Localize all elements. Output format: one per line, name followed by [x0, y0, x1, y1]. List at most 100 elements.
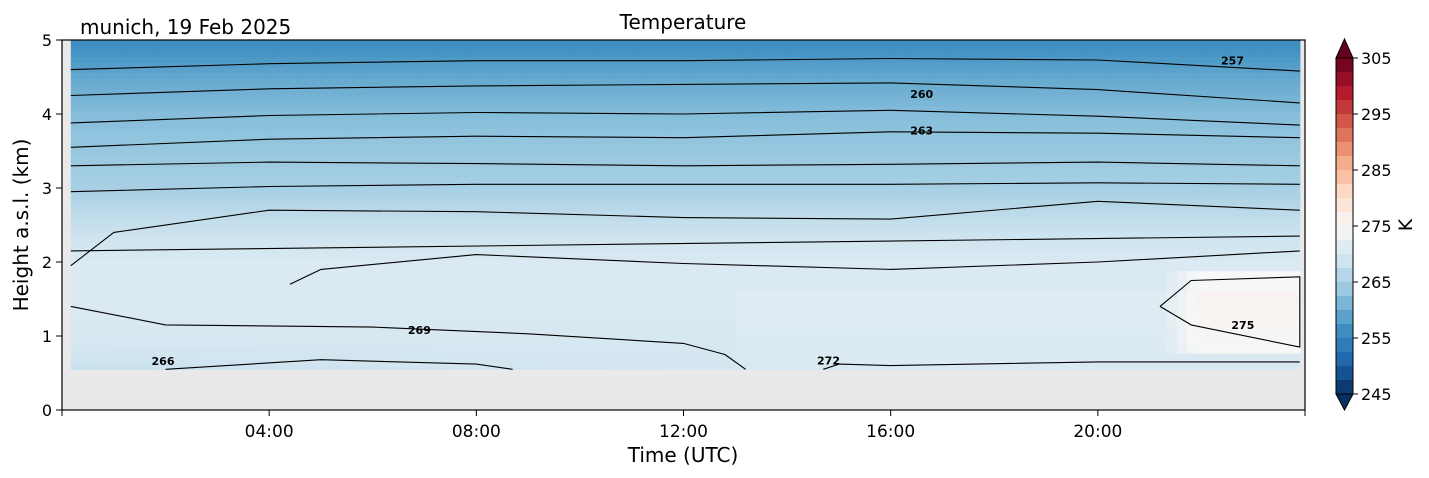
- field-cell: [316, 358, 328, 365]
- field-cell: [419, 303, 430, 310]
- field-cell: [531, 149, 543, 156]
- field-cell: [173, 72, 185, 80]
- field-cell: [910, 50, 922, 58]
- field-cell: [767, 166, 779, 173]
- field-cell: [552, 314, 564, 321]
- field-cell: [685, 210, 697, 217]
- field-cell: [316, 78, 328, 85]
- field-cell: [255, 232, 266, 239]
- field-cell: [511, 259, 523, 266]
- field-cell: [152, 336, 164, 343]
- field-cell: [378, 56, 389, 63]
- field-cell: [726, 330, 738, 337]
- field-cell: [675, 281, 686, 288]
- field-cell: [306, 193, 318, 200]
- field-cell: [183, 259, 195, 266]
- field-cell: [234, 188, 246, 195]
- field-cell: [613, 325, 625, 332]
- field-cell: [429, 89, 441, 96]
- field-cell: [644, 45, 656, 52]
- field-cell: [101, 286, 113, 294]
- field-cell: [193, 281, 205, 288]
- field-cell: [603, 221, 615, 228]
- field-cell: [419, 155, 430, 162]
- field-cell: [726, 166, 738, 173]
- field-cell: [623, 286, 635, 294]
- field-cell: [193, 116, 205, 123]
- field-cell: [81, 243, 92, 250]
- field-cell: [705, 221, 717, 228]
- field-cell: [685, 270, 697, 277]
- field-cell: [767, 358, 779, 365]
- field-cell: [685, 325, 697, 332]
- field-cell: [500, 171, 512, 178]
- field-cell: [244, 221, 256, 228]
- field-cell: [869, 94, 881, 101]
- field-cell: [132, 226, 144, 233]
- field-cell: [705, 67, 717, 74]
- field-cell: [797, 204, 809, 211]
- field-cell: [162, 166, 174, 173]
- field-cell: [500, 199, 512, 206]
- field-cell: [111, 100, 123, 107]
- field-cell: [316, 210, 328, 217]
- field-cell: [777, 182, 789, 189]
- field-cell: [716, 210, 727, 217]
- field-cell: [787, 204, 799, 211]
- field-cell: [716, 259, 727, 266]
- field-cell: [736, 188, 748, 195]
- field-cell: [357, 314, 369, 321]
- field-cell: [183, 363, 195, 370]
- field-cell: [70, 347, 82, 354]
- field-cell: [152, 72, 164, 80]
- field-cell: [122, 199, 133, 206]
- field-cell: [214, 89, 226, 96]
- field-cell: [757, 341, 768, 348]
- field-cell: [142, 204, 154, 211]
- field-cell: [439, 149, 451, 156]
- field-cell: [357, 330, 369, 337]
- field-cell: [122, 166, 133, 173]
- field-cell: [449, 248, 461, 255]
- field-cell: [757, 232, 768, 239]
- field-cell: [910, 171, 922, 178]
- field-cell: [675, 122, 686, 129]
- field-cell: [470, 116, 482, 123]
- field-cell: [470, 221, 482, 228]
- field-cell: [91, 259, 103, 266]
- field-cell: [173, 352, 185, 359]
- field-cell: [716, 89, 727, 96]
- field-cell: [122, 265, 133, 272]
- field-cell: [357, 347, 369, 354]
- field-cell: [265, 336, 277, 343]
- field-cell: [664, 72, 676, 80]
- field-cell: [787, 83, 799, 90]
- field-cell: [111, 105, 123, 112]
- field-cell: [736, 276, 748, 283]
- field-cell: [378, 363, 389, 370]
- field-cell: [818, 177, 830, 184]
- field-cell: [285, 89, 297, 96]
- field-cell: [531, 352, 543, 359]
- field-cell: [347, 40, 359, 47]
- field-cell: [541, 358, 553, 365]
- field-cell: [838, 358, 850, 365]
- field-cell: [285, 215, 297, 222]
- field-cell: [459, 171, 471, 178]
- field-cell: [255, 248, 266, 255]
- field-cell: [572, 363, 584, 370]
- field-cell: [838, 144, 850, 151]
- field-cell: [337, 336, 348, 343]
- field-cell: [654, 138, 666, 145]
- field-cell: [521, 265, 533, 272]
- field-cell: [828, 182, 840, 189]
- field-cell: [122, 149, 133, 156]
- field-cell: [644, 226, 656, 233]
- field-cell: [879, 341, 891, 348]
- field-cell: [716, 292, 727, 299]
- field-cell: [849, 122, 861, 129]
- field-cell: [675, 50, 686, 58]
- field-cell: [326, 127, 338, 134]
- field-cell: [695, 83, 707, 90]
